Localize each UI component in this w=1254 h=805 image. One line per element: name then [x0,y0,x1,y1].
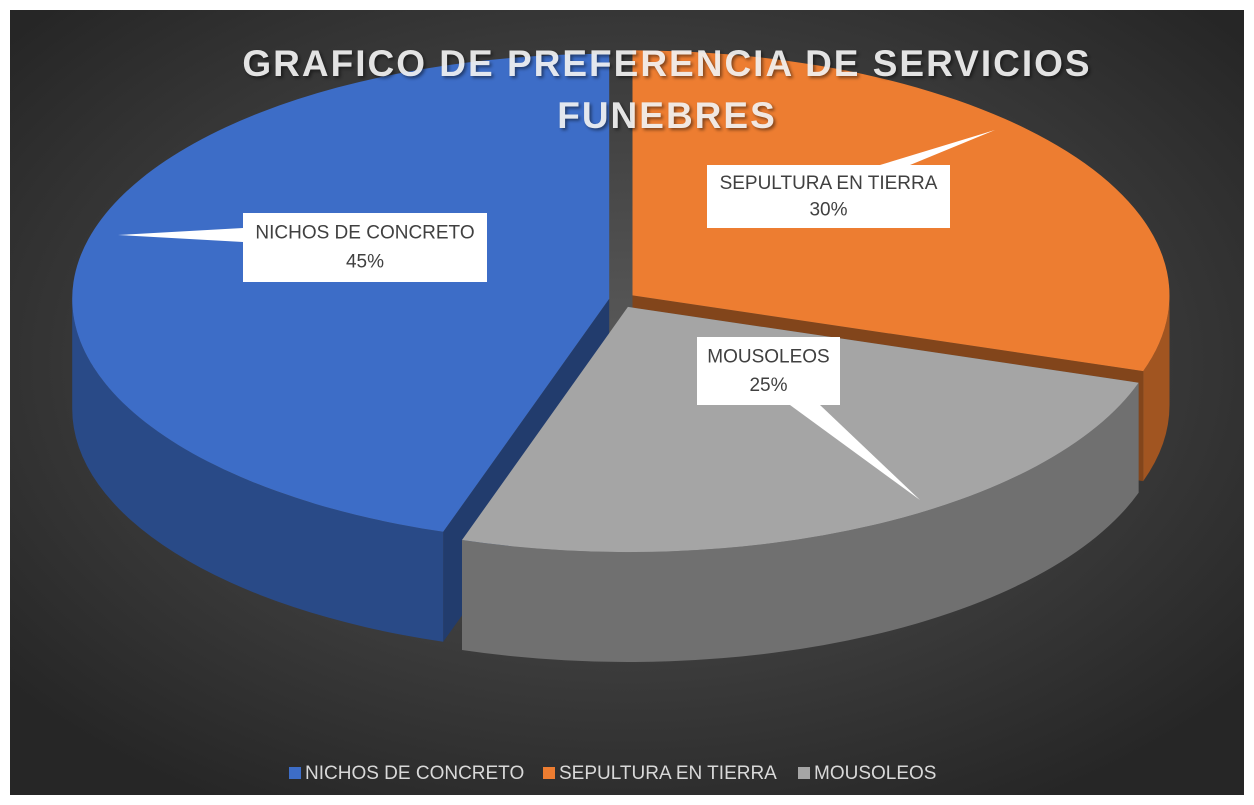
slice [462,306,1139,553]
slice-side [72,298,444,642]
callout-pointer [790,405,920,500]
data-label-value: 45% [346,252,384,273]
legend-swatch [798,767,810,779]
data-label-box [243,213,487,282]
data-label-category: NICHOS DE CONCRETO [255,223,474,244]
slice-side [1143,295,1170,482]
callout-pointer [880,130,995,165]
data-label-value: 25% [749,375,787,396]
legend-swatch [289,767,301,779]
legend-label: SEPULTURA EN TIERRA [559,763,777,784]
legend-swatch [543,767,555,779]
data-label-value: 30% [809,199,847,220]
slice-side [462,382,1139,662]
slice [72,53,610,532]
data-label-category: MOUSOLEOS [707,346,829,367]
legend-label: NICHOS DE CONCRETO [305,763,524,784]
callout-pointer [118,228,243,242]
data-label-category: SEPULTURA EN TIERRA [720,173,938,194]
data-label-box [707,165,950,228]
chart-title: GRAFICO DE PREFERENCIA DE SERVICIOS FUNE… [242,43,1092,136]
data-label-box [697,337,840,405]
legend-label: MOUSOLEOS [814,763,936,784]
